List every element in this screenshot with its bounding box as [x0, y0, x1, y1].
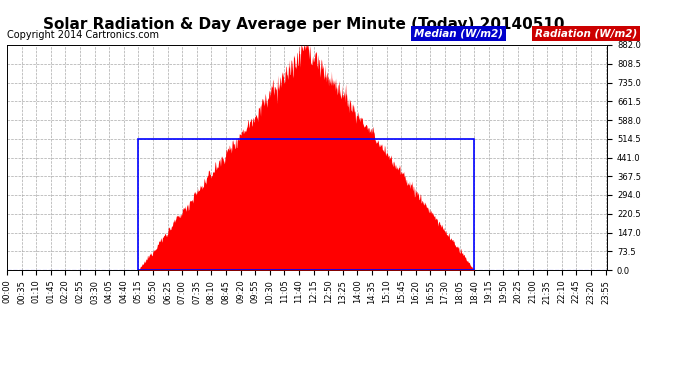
Bar: [138, 139, 474, 270]
Text: Solar Radiation & Day Average per Minute (Today) 20140510: Solar Radiation & Day Average per Minute…: [43, 17, 564, 32]
Text: Radiation (W/m2): Radiation (W/m2): [535, 28, 637, 38]
Text: Median (W/m2): Median (W/m2): [414, 28, 503, 38]
Text: Copyright 2014 Cartronics.com: Copyright 2014 Cartronics.com: [7, 30, 159, 40]
